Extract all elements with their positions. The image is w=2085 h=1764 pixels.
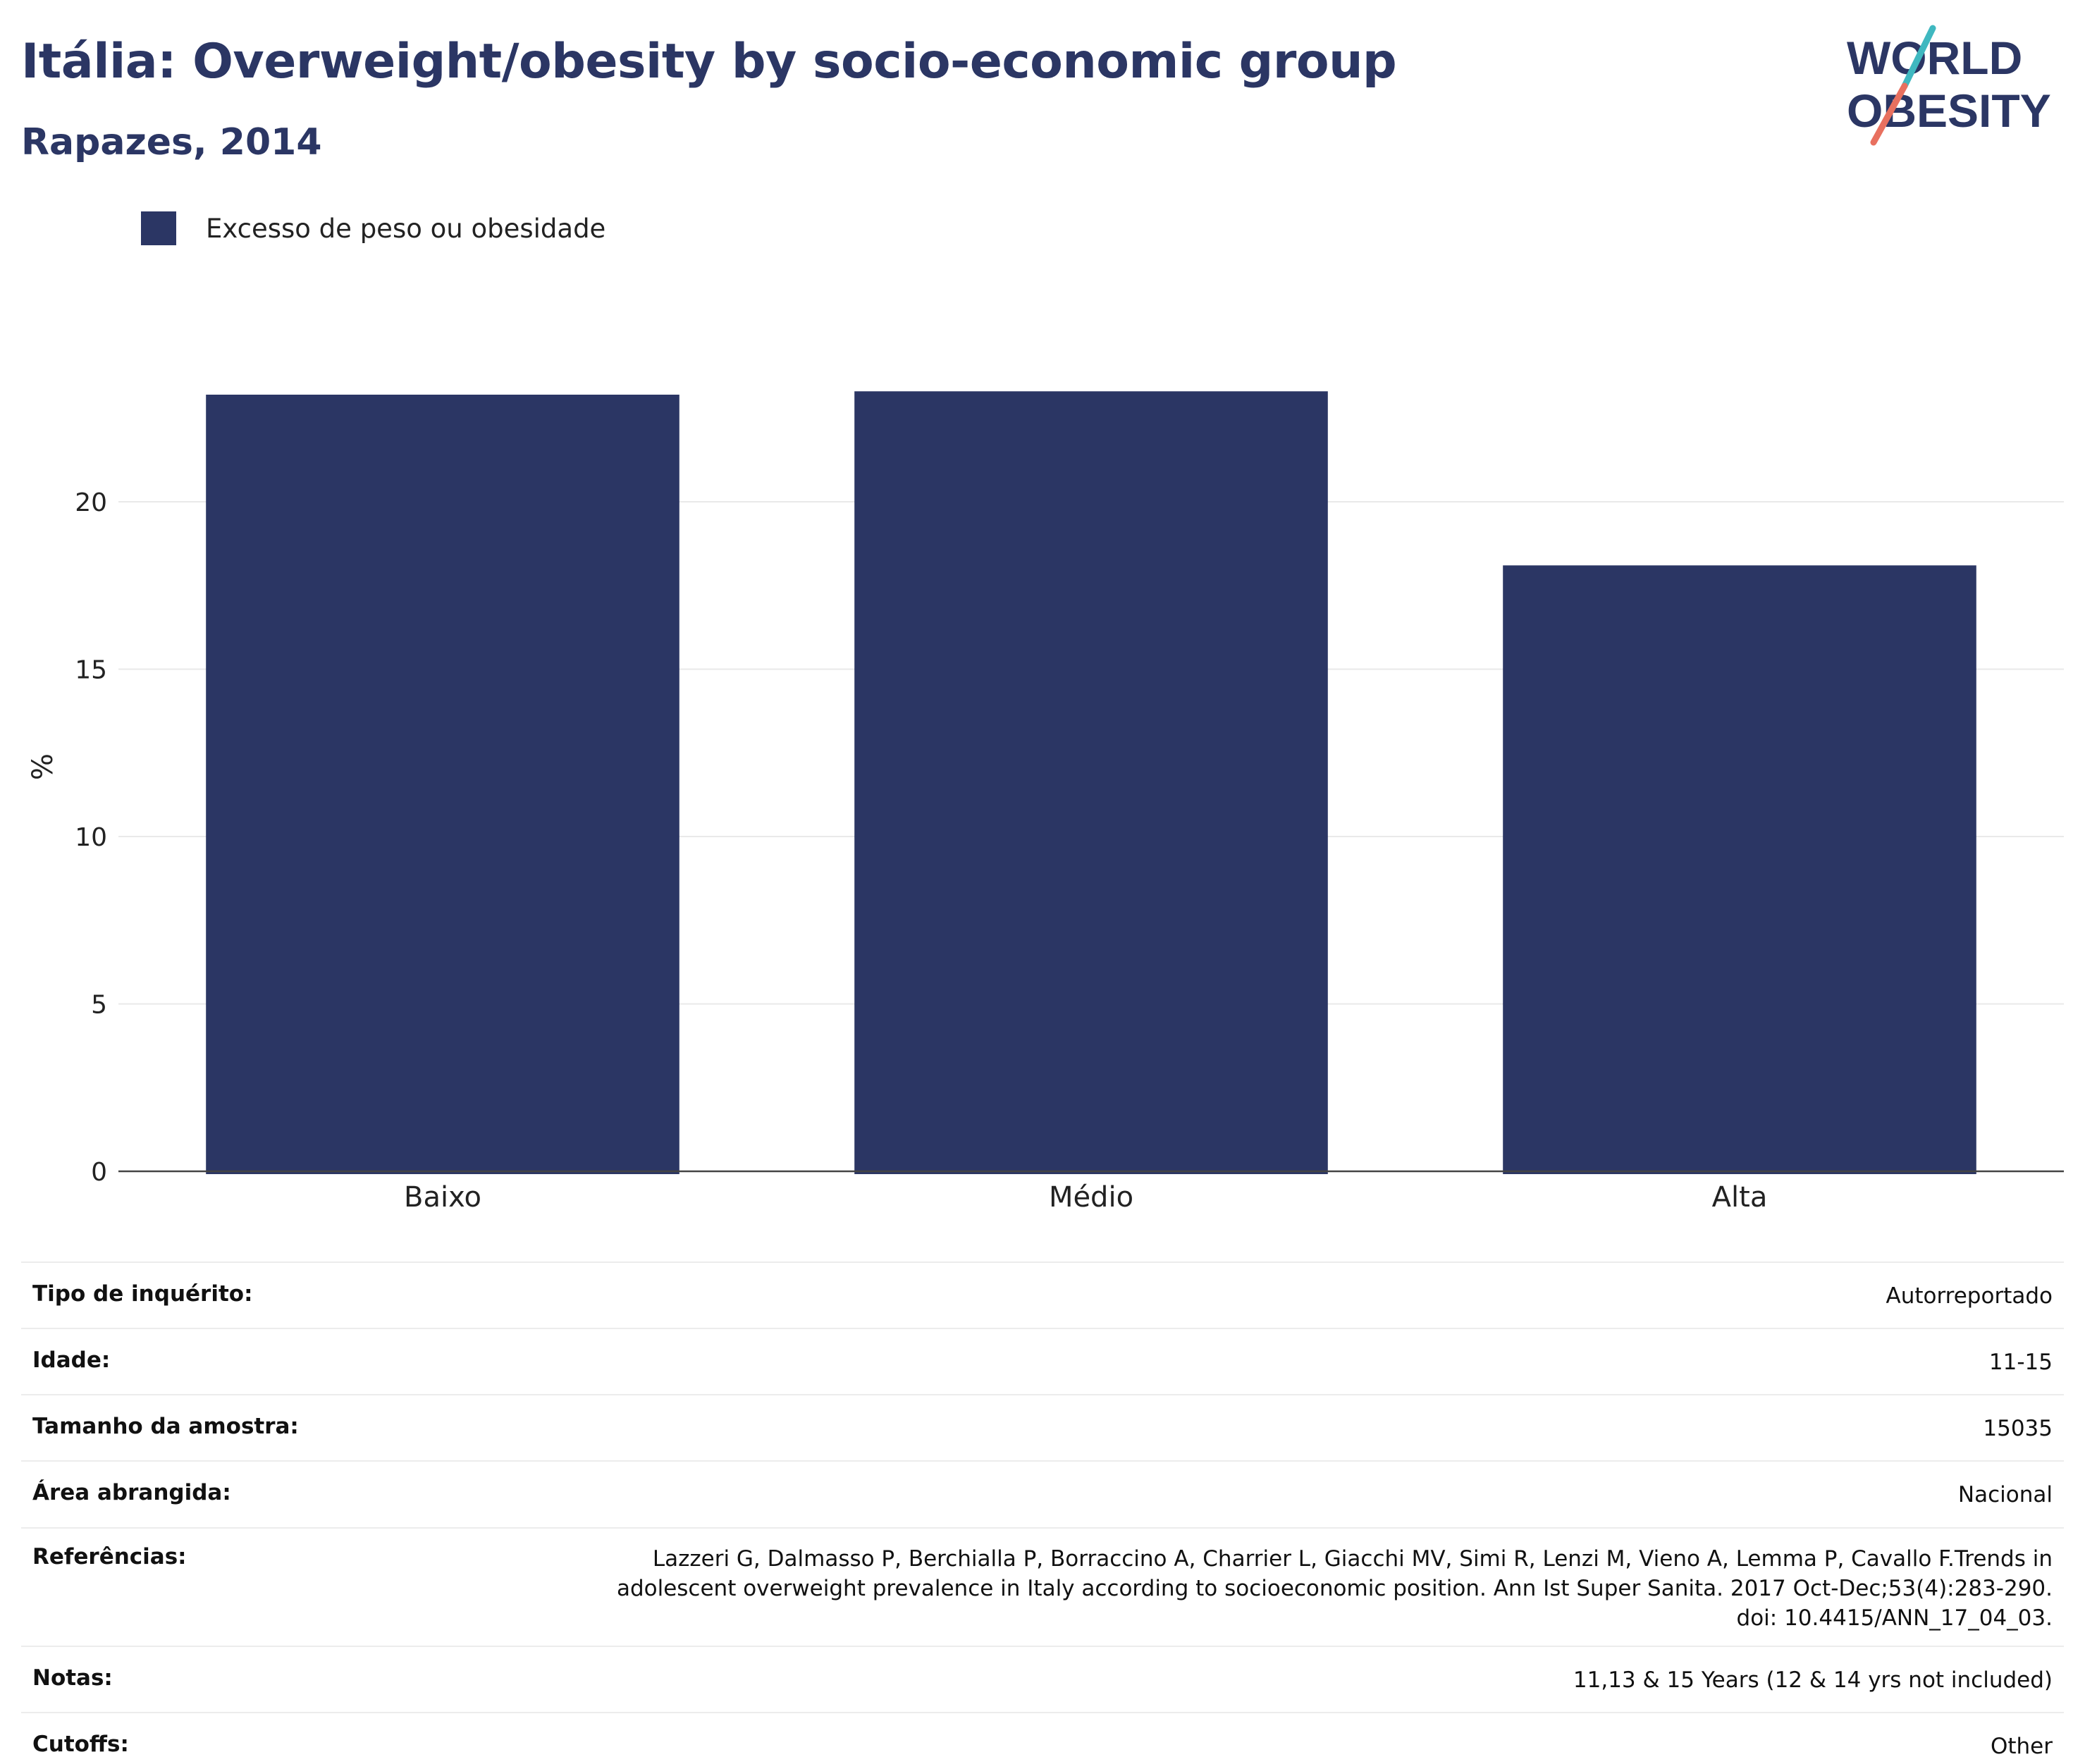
bar-chart: 0 5 10 15 20% Baixo Médio Alta <box>0 324 2085 1214</box>
survey-details-table: Tipo de inquérito: Autorreportado Idade: 11… <box>21 1262 2064 1764</box>
meta-row: Área abrangida: Nacional <box>21 1462 2064 1529</box>
meta-label: Referências: <box>32 1543 187 1569</box>
bar-chart-svg: 0 5 10 15 20% Baixo Médio Alta <box>27 391 2064 1214</box>
chart-legend: Excesso de peso ou obesidade <box>141 211 605 245</box>
meta-row: Idade: 11-15 <box>21 1329 2064 1396</box>
meta-row: Referências: Lazzeri G, Dalmasso P, Berch… <box>21 1529 2064 1648</box>
bar-médio <box>854 391 1328 1174</box>
y-tick-label: 10 <box>75 823 107 852</box>
meta-row: Tipo de inquérito: Autorreportado <box>21 1263 2064 1330</box>
meta-value: Other <box>1990 1734 2053 1760</box>
y-axis-label: % <box>27 753 59 780</box>
bar-baixo <box>206 395 679 1174</box>
meta-row: Tamanho da amostra: 15035 <box>21 1395 2064 1462</box>
x-tick-label: Baixo <box>404 1181 481 1212</box>
meta-value: Nacional <box>1957 1482 2053 1508</box>
legend-swatch <box>141 211 176 245</box>
meta-label: Notas: <box>32 1665 113 1691</box>
meta-label: Idade: <box>32 1347 111 1374</box>
meta-label: Tipo de inquérito: <box>32 1281 253 1307</box>
y-tick-label: 20 <box>75 488 107 517</box>
meta-label: Área abrangida: <box>32 1480 231 1506</box>
meta-row: Cutoffs: Other <box>21 1713 2064 1764</box>
logo-slash-teal <box>1901 25 1936 90</box>
meta-value: Lazzeri G, Dalmasso P, Berchialla P, Bor… <box>616 1546 2053 1631</box>
page-title: Itália: Overweight/obesity by socio-econ… <box>21 34 1397 90</box>
y-tick-label: 5 <box>91 991 107 1020</box>
x-tick-label: Médio <box>1049 1181 1133 1212</box>
meta-label: Tamanho da amostra: <box>32 1414 299 1440</box>
y-tick-label: 15 <box>75 656 107 685</box>
meta-value: Autorreportado <box>1886 1283 2053 1309</box>
meta-value: 11-15 <box>1988 1350 2053 1376</box>
meta-value: 11,13 & 15 Years (12 & 14 yrs not includ… <box>1573 1667 2053 1694</box>
y-tick-label: 0 <box>91 1158 107 1187</box>
meta-value: 15035 <box>1983 1416 2053 1442</box>
legend-label: Excesso de peso ou obesidade <box>206 213 606 244</box>
page-subtitle: Rapazes, 2014 <box>21 121 322 164</box>
world-obesity-logo: WORLD OBESITY <box>1847 25 2051 146</box>
meta-row: Notas: 11,13 & 15 Years (12 & 14 yrs not … <box>21 1647 2064 1714</box>
logo-slash-coral <box>1870 82 1908 146</box>
bar-alta <box>1503 565 1976 1174</box>
x-tick-label: Alta <box>1712 1181 1768 1212</box>
meta-label: Cutoffs: <box>32 1732 129 1758</box>
logo-line-1: WORLD <box>1847 32 2022 84</box>
